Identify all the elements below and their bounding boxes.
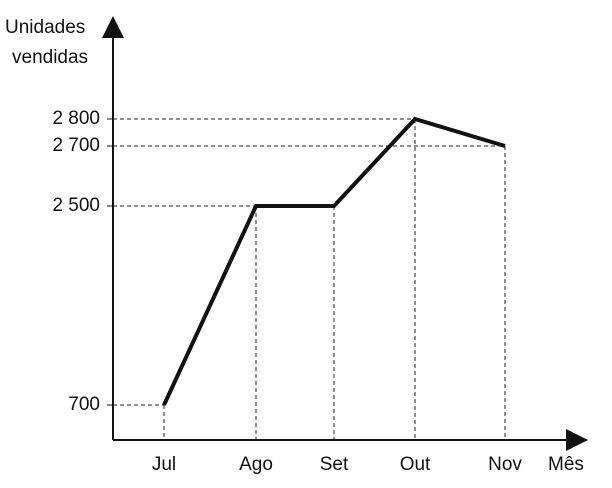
y-axis-label: vendidas <box>12 47 88 68</box>
y-tick-label: 700 <box>68 394 100 415</box>
y-axis-arrow <box>102 16 124 38</box>
x-tick-label: Nov <box>488 454 522 475</box>
y-axis-label: Unidades <box>5 17 85 38</box>
x-tick-label: Jul <box>152 454 176 475</box>
x-tick-label: Set <box>320 454 349 475</box>
data-line <box>162 116 506 406</box>
y-tick-label: 2 700 <box>52 135 100 156</box>
x-axis-label: Mês <box>548 454 584 475</box>
x-tick-label: Out <box>400 454 431 475</box>
y-tick-label: 2 800 <box>52 108 100 129</box>
x-tick-label: Ago <box>239 454 273 475</box>
y-tick-label: 2 500 <box>52 195 100 216</box>
x-axis-arrow <box>566 429 588 451</box>
